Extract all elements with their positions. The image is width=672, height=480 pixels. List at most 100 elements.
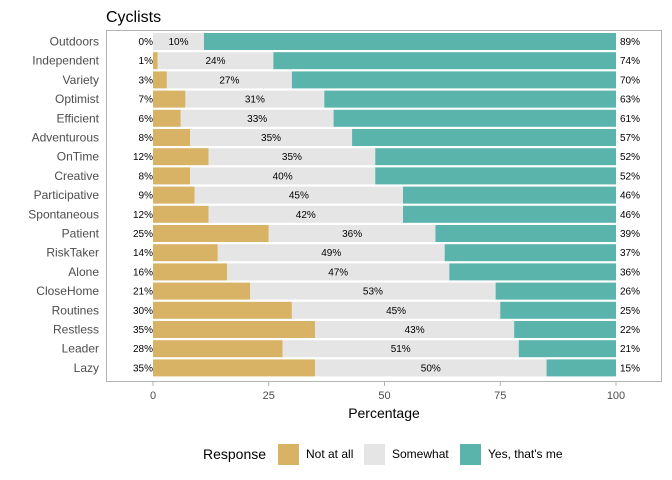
value-label-yes-thats-me: 63%	[620, 95, 640, 106]
value-label-yes-thats-me: 46%	[620, 191, 640, 202]
value-label-not-at-all: 3%	[139, 75, 154, 86]
value-label-not-at-all: 6%	[139, 114, 154, 125]
category-label: Efficient	[57, 111, 100, 125]
bar-not-at-all	[153, 205, 209, 223]
value-label-yes-thats-me: 89%	[620, 37, 640, 48]
bar-somewhat	[190, 129, 353, 146]
category-label: Restless	[53, 323, 99, 337]
bar-somewhat	[153, 33, 204, 50]
value-label-not-at-all: 21%	[133, 287, 153, 298]
bar-yes-thats-me	[375, 148, 616, 166]
value-label-somewhat: 42%	[296, 210, 316, 221]
x-axis: 0 25 50 75 100	[150, 382, 625, 402]
bar-somewhat	[291, 301, 501, 319]
value-label-somewhat: 51%	[391, 344, 411, 355]
category-label: CloseHome	[36, 284, 99, 298]
legend-key	[364, 444, 385, 465]
value-label-not-at-all: 1%	[139, 56, 154, 67]
value-label-somewhat: 33%	[247, 114, 267, 125]
value-label-somewhat: 35%	[282, 152, 302, 163]
value-label-not-at-all: 0%	[139, 37, 154, 48]
value-label-not-at-all: 35%	[133, 363, 153, 374]
bars: 0% 10% 89% 1% 24% 74% 3% 27% 70% 7% 31% 63% 6% 33% 61%…	[133, 33, 640, 377]
bar-yes-thats-me	[203, 33, 616, 50]
bar-not-at-all	[153, 186, 195, 204]
bar-not-at-all	[153, 340, 283, 358]
bar-not-at-all	[153, 301, 292, 319]
bar-yes-thats-me	[449, 263, 616, 281]
plot-panel	[106, 30, 662, 382]
value-label-not-at-all: 30%	[133, 306, 153, 317]
category-label: Participative	[34, 188, 100, 202]
category-labels: Outdoors Independent Variety Optimist Effici…	[28, 35, 99, 375]
x-tick-label: 25	[263, 390, 275, 402]
bar-somewhat	[190, 167, 376, 185]
legend-key	[460, 444, 481, 465]
value-label-yes-thats-me: 52%	[620, 171, 640, 182]
bar-not-at-all	[153, 263, 228, 281]
x-tick-label: 75	[494, 390, 506, 402]
legend-label: Not at all	[306, 447, 353, 461]
bar-somewhat	[282, 340, 519, 358]
value-label-somewhat: 31%	[245, 95, 265, 106]
value-label-yes-thats-me: 36%	[620, 267, 640, 278]
category-label: Spontaneous	[28, 207, 99, 221]
bar-not-at-all	[153, 90, 186, 108]
value-label-not-at-all: 28%	[133, 344, 153, 355]
x-tick-label: 0	[150, 390, 156, 402]
bar-somewhat	[217, 244, 445, 262]
bar-not-at-all	[153, 129, 191, 146]
category-label: Variety	[63, 73, 99, 87]
value-label-not-at-all: 14%	[133, 248, 153, 259]
bar-yes-thats-me	[495, 282, 616, 300]
value-label-not-at-all: 7%	[139, 95, 154, 106]
legend-label: Yes, that's me	[488, 447, 563, 461]
bar-yes-thats-me	[403, 186, 616, 204]
bar-yes-thats-me	[333, 109, 616, 127]
value-label-yes-thats-me: 61%	[620, 114, 640, 125]
value-label-yes-thats-me: 22%	[620, 325, 640, 336]
value-label-somewhat: 47%	[328, 267, 348, 278]
category-label: Patient	[62, 227, 100, 241]
value-label-yes-thats-me: 25%	[620, 306, 640, 317]
value-label-somewhat: 49%	[321, 248, 341, 259]
bar-not-at-all	[153, 225, 269, 242]
bar-not-at-all	[153, 71, 167, 89]
bar-somewhat	[185, 90, 325, 108]
value-label-somewhat: 10%	[168, 37, 188, 48]
value-label-not-at-all: 25%	[133, 229, 153, 240]
category-label: Leader	[62, 342, 99, 356]
category-label: Adventurous	[32, 131, 99, 145]
value-label-yes-thats-me: 52%	[620, 152, 640, 163]
category-label: Routines	[52, 303, 99, 317]
bar-somewhat	[268, 225, 436, 242]
bar-somewhat	[315, 359, 547, 377]
value-label-yes-thats-me: 74%	[620, 56, 640, 67]
bar-yes-thats-me	[291, 71, 616, 89]
value-label-somewhat: 43%	[405, 325, 425, 336]
bar-yes-thats-me	[435, 225, 616, 242]
bar-yes-thats-me	[375, 167, 616, 185]
bar-somewhat	[208, 205, 404, 223]
value-label-somewhat: 45%	[386, 306, 406, 317]
value-label-yes-thats-me: 46%	[620, 210, 640, 221]
value-label-somewhat: 36%	[342, 229, 362, 240]
value-label-not-at-all: 35%	[133, 325, 153, 336]
bar-not-at-all	[153, 109, 181, 127]
x-axis-title: Percentage	[348, 405, 420, 421]
value-label-not-at-all: 9%	[139, 191, 154, 202]
value-label-somewhat: 24%	[205, 56, 225, 67]
bar-somewhat	[180, 109, 334, 127]
bar-not-at-all	[153, 321, 316, 338]
bar-not-at-all	[153, 282, 251, 300]
bar-yes-thats-me	[500, 301, 616, 319]
value-label-not-at-all: 8%	[139, 171, 154, 182]
legend-title: Response	[203, 446, 266, 462]
legend-key	[278, 444, 299, 465]
bar-yes-thats-me	[514, 321, 616, 338]
bar-not-at-all	[153, 52, 158, 70]
bar-not-at-all	[153, 359, 316, 377]
bar-yes-thats-me	[273, 52, 616, 70]
value-label-not-at-all: 16%	[133, 267, 153, 278]
